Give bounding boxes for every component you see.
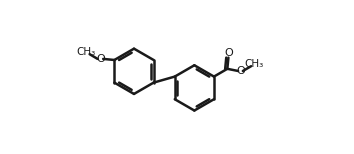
Text: CH₃: CH₃	[77, 47, 96, 57]
Text: O: O	[224, 48, 233, 58]
Text: O: O	[236, 66, 245, 76]
Text: CH₃: CH₃	[245, 59, 264, 69]
Text: O: O	[97, 54, 105, 64]
